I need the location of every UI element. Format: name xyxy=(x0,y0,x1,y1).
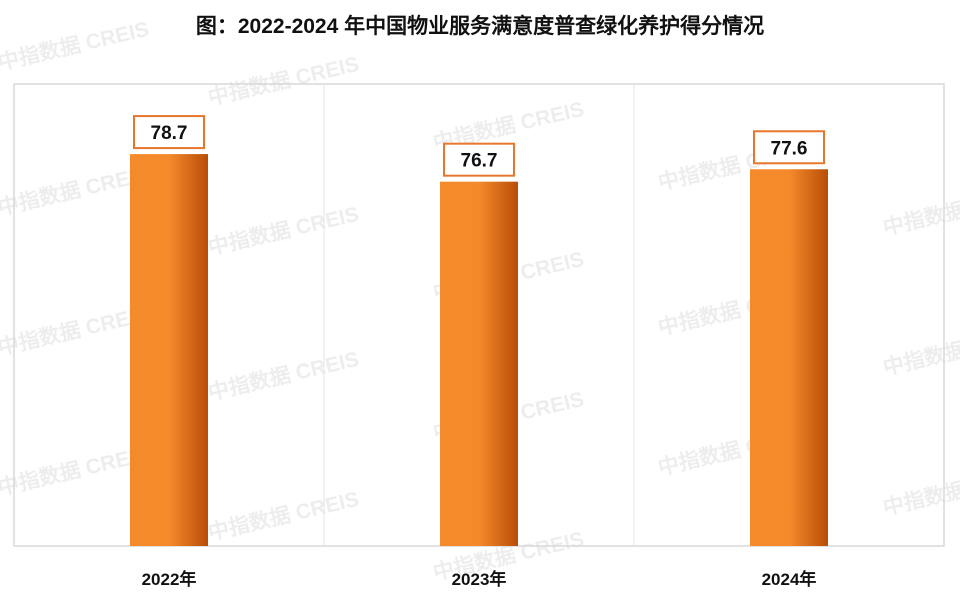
watermark-text: 中指数据 CREIS xyxy=(881,183,960,240)
data-labels: 78.7 76.7 77.6 xyxy=(133,115,825,177)
data-label-box xyxy=(133,115,205,150)
data-label-box xyxy=(443,142,515,177)
chart-title: 图：2022-2024 年中国物业服务满意度普查绿化养护得分情况 xyxy=(195,15,765,38)
bar-2023年 xyxy=(440,181,518,546)
x-tick-label: 2024年 xyxy=(762,569,817,589)
watermark-text: 中指数据 CREIS xyxy=(881,323,960,380)
watermark-text: 中指数据 CREIS xyxy=(0,18,151,75)
data-label: 77.6 xyxy=(771,138,808,159)
x-tick-label: 2023年 xyxy=(452,569,507,589)
watermark-text: 中指数据 CREIS xyxy=(0,303,151,360)
watermark-text: 中指数据 CREIS xyxy=(206,203,361,260)
data-label-box xyxy=(753,130,825,165)
bar-2024年 xyxy=(750,169,828,546)
data-label: 78.7 xyxy=(151,123,188,144)
watermark-text: 中指数据 CREIS xyxy=(206,488,361,545)
watermark-text: 中指数据 CREIS xyxy=(0,163,151,220)
bar-2022年 xyxy=(130,154,208,546)
watermark-text: 中指数据 CREIS xyxy=(881,463,960,520)
watermark-text: 中指数据 CREIS xyxy=(0,443,151,500)
data-label: 76.7 xyxy=(461,151,498,172)
category-dividers xyxy=(323,84,635,546)
watermark-text: 中指数据 CREIS xyxy=(206,53,361,110)
watermark-text: 中指数据 CREIS xyxy=(206,348,361,405)
category-axis: 2022年 2023年 2024年 xyxy=(142,569,817,589)
x-tick-label: 2022年 xyxy=(142,569,197,589)
bars xyxy=(130,154,828,546)
